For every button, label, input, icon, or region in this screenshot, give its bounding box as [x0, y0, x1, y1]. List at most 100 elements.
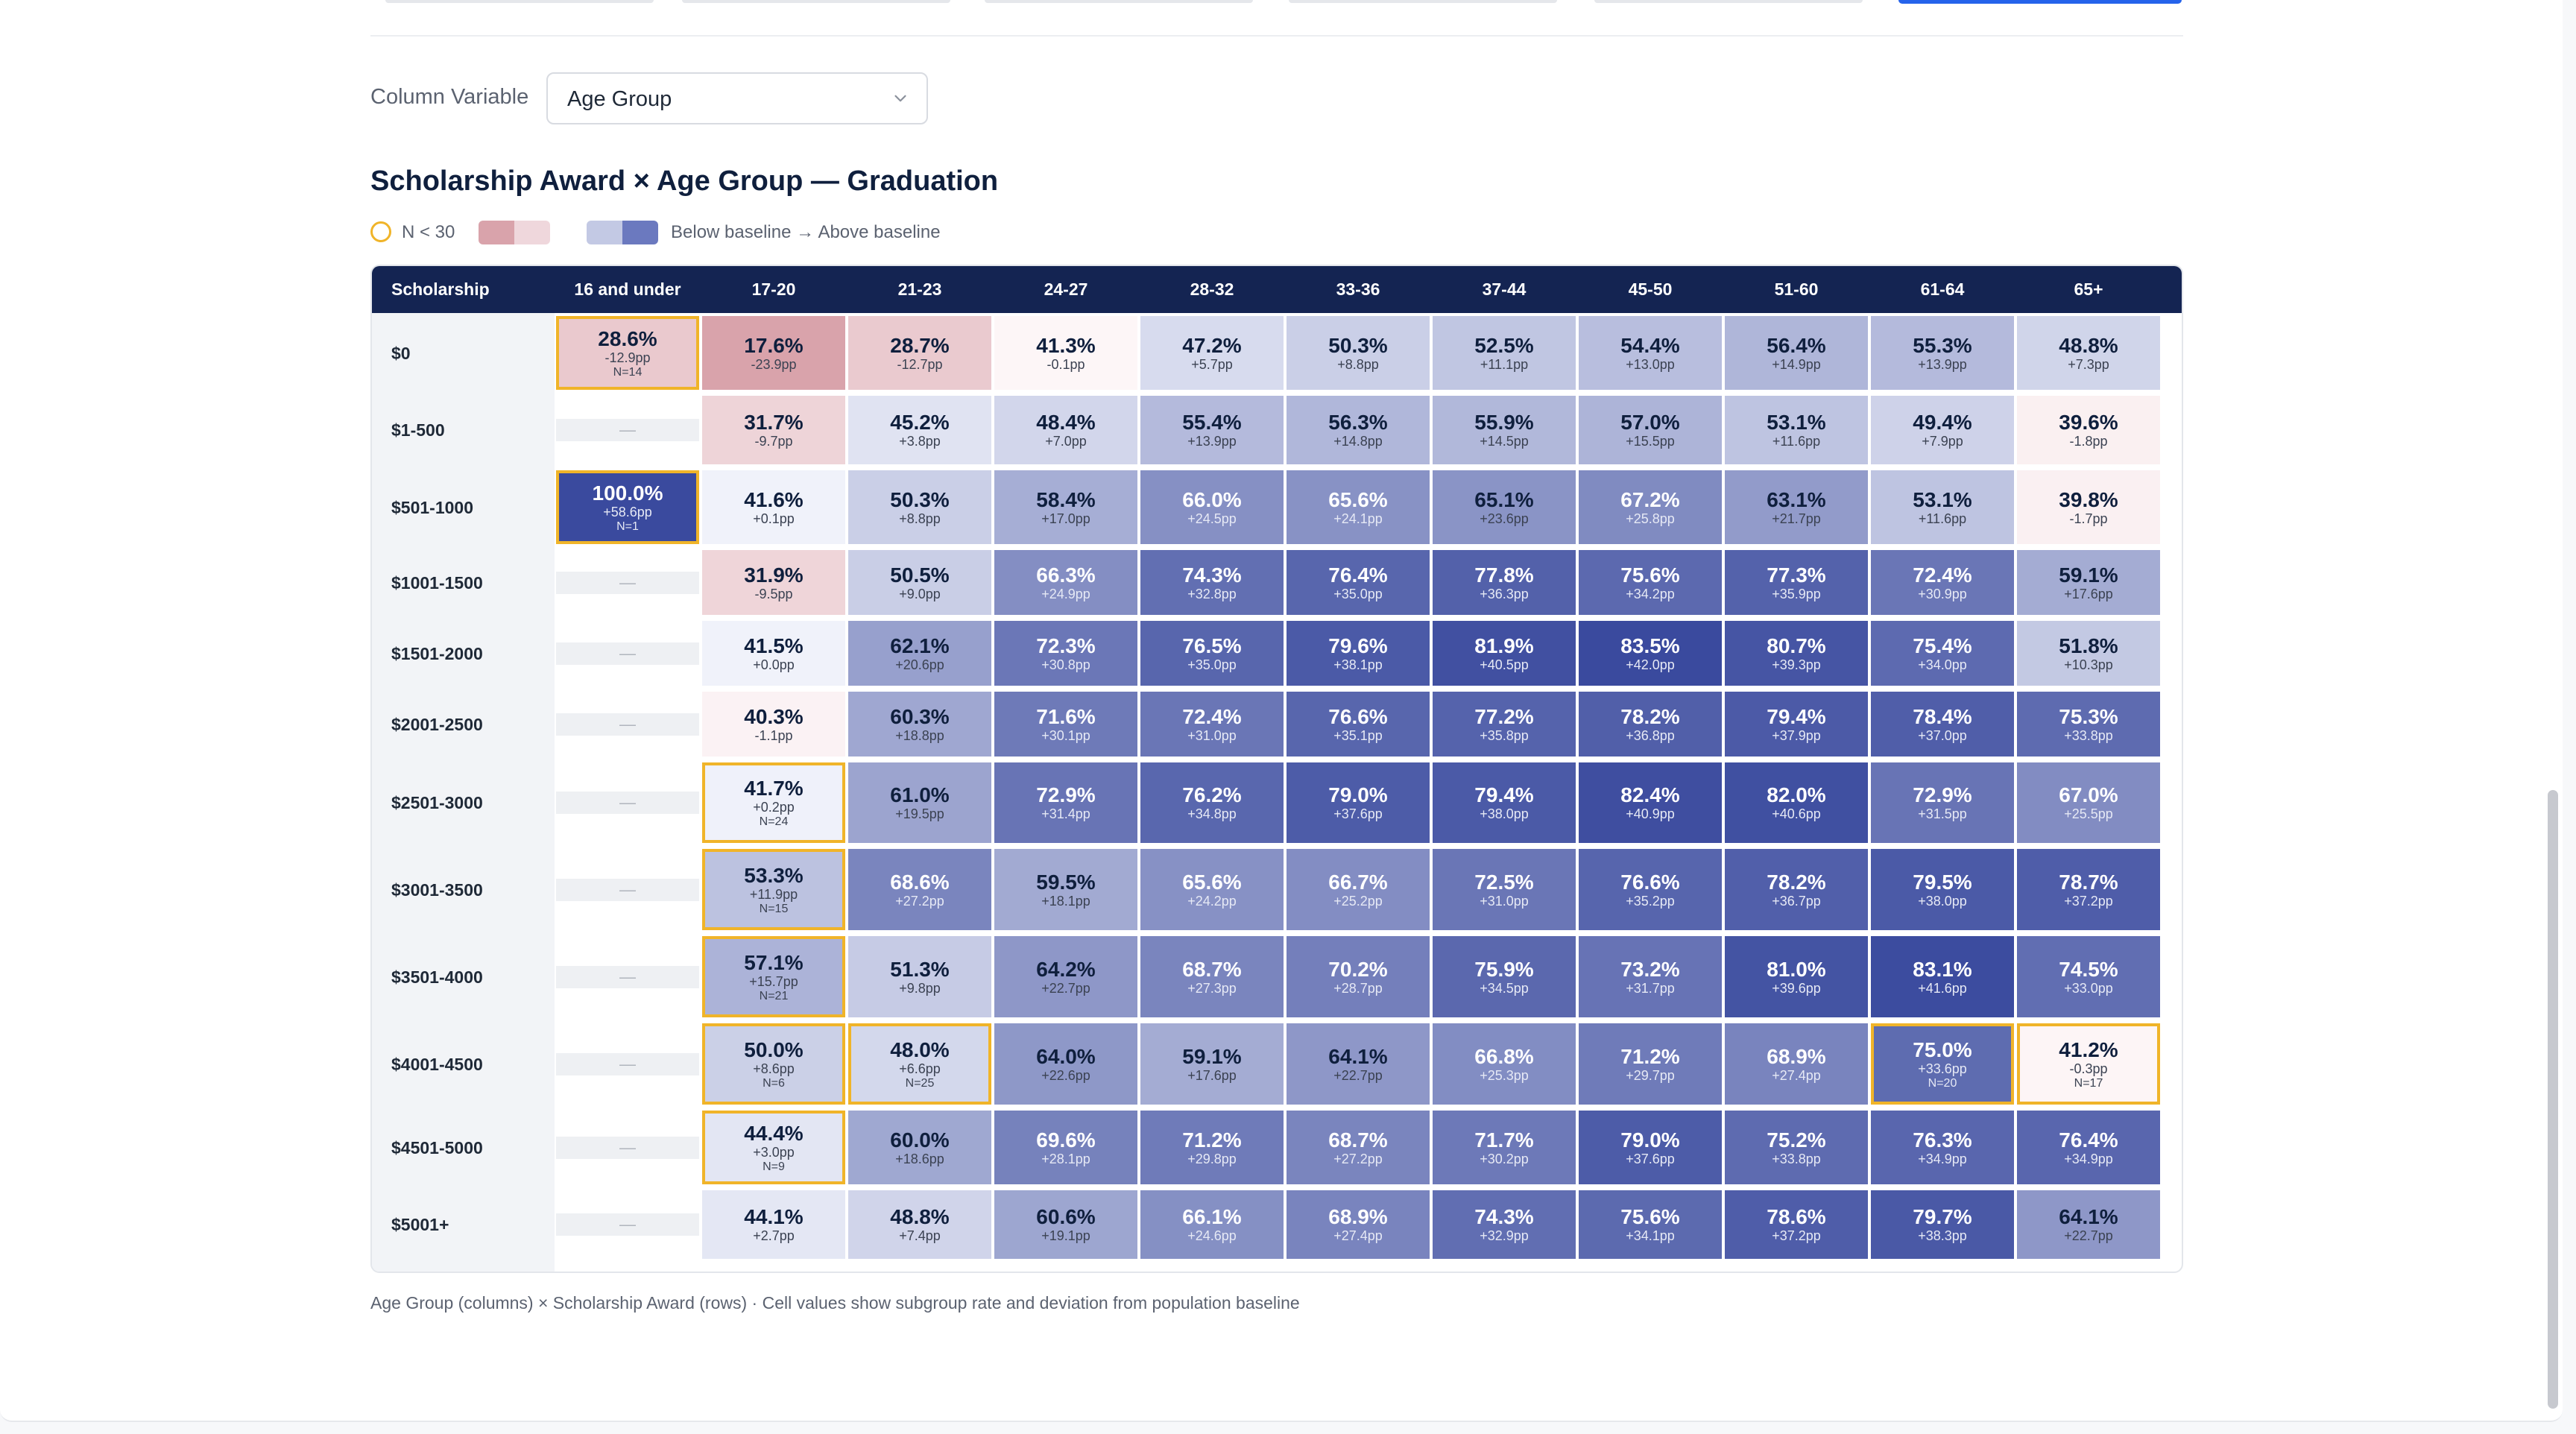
heatmap-cell[interactable]: 79.6% +38.1pp: [1287, 621, 1430, 686]
heatmap-cell[interactable]: 82.4% +40.9pp: [1579, 762, 1722, 843]
heatmap-cell[interactable]: 72.9% +31.5pp: [1871, 762, 2014, 843]
heatmap-cell[interactable]: 55.9% +14.5pp: [1433, 396, 1576, 464]
top-control-2[interactable]: [682, 0, 950, 3]
heatmap-cell[interactable]: 58.4% +17.0pp: [994, 470, 1137, 544]
heatmap-cell[interactable]: 28.6% -12.9pp N=14: [556, 316, 699, 390]
heatmap-cell[interactable]: 71.6% +30.1pp: [994, 692, 1137, 757]
heatmap-cell[interactable]: 60.3% +18.8pp: [848, 692, 991, 757]
heatmap-cell[interactable]: 48.8% +7.3pp: [2017, 316, 2160, 390]
heatmap-cell[interactable]: 61.0% +19.5pp: [848, 762, 991, 843]
heatmap-cell[interactable]: 100.0% +58.6pp N=1: [556, 470, 699, 544]
heatmap-cell[interactable]: 83.5% +42.0pp: [1579, 621, 1722, 686]
heatmap-cell[interactable]: 75.4% +34.0pp: [1871, 621, 2014, 686]
heatmap-cell[interactable]: 53.3% +11.9pp N=15: [702, 849, 845, 930]
top-control-5[interactable]: [1594, 0, 1863, 3]
heatmap-cell[interactable]: 66.0% +24.5pp: [1140, 470, 1284, 544]
heatmap-cell[interactable]: 72.9% +31.4pp: [994, 762, 1137, 843]
heatmap-cell[interactable]: 68.7% +27.2pp: [1287, 1111, 1430, 1184]
heatmap-cell[interactable]: 64.1% +22.7pp: [1287, 1023, 1430, 1105]
heatmap-cell[interactable]: 65.6% +24.1pp: [1287, 470, 1430, 544]
heatmap-cell[interactable]: 78.2% +36.8pp: [1579, 692, 1722, 757]
top-control-3[interactable]: [985, 0, 1253, 3]
heatmap-cell[interactable]: 68.6% +27.2pp: [848, 849, 991, 930]
heatmap-cell[interactable]: 28.7% -12.7pp: [848, 316, 991, 390]
heatmap-cell[interactable]: 77.3% +35.9pp: [1725, 550, 1868, 615]
heatmap-cell[interactable]: 78.4% +37.0pp: [1871, 692, 2014, 757]
heatmap-cell[interactable]: 79.7% +38.3pp: [1871, 1190, 2014, 1259]
heatmap-cell[interactable]: 31.9% -9.5pp: [702, 550, 845, 615]
heatmap-cell[interactable]: 69.6% +28.1pp: [994, 1111, 1137, 1184]
heatmap-cell[interactable]: 50.0% +8.6pp N=6: [702, 1023, 845, 1105]
heatmap-cell[interactable]: 47.2% +5.7pp: [1140, 316, 1284, 390]
heatmap-cell[interactable]: 76.4% +34.9pp: [2017, 1111, 2160, 1184]
heatmap-cell[interactable]: 79.4% +37.9pp: [1725, 692, 1868, 757]
heatmap-cell[interactable]: 45.2% +3.8pp: [848, 396, 991, 464]
heatmap-cell[interactable]: 49.4% +7.9pp: [1871, 396, 2014, 464]
heatmap-cell[interactable]: 75.0% +33.6pp N=20: [1871, 1023, 2014, 1105]
heatmap-cell[interactable]: 68.9% +27.4pp: [1287, 1190, 1430, 1259]
heatmap-cell[interactable]: 50.5% +9.0pp: [848, 550, 991, 615]
heatmap-cell[interactable]: 48.4% +7.0pp: [994, 396, 1137, 464]
heatmap-cell[interactable]: 66.7% +25.2pp: [1287, 849, 1430, 930]
heatmap-cell[interactable]: 81.9% +40.5pp: [1433, 621, 1576, 686]
heatmap-cell[interactable]: 48.0% +6.6pp N=25: [848, 1023, 991, 1105]
heatmap-cell[interactable]: 39.6% -1.8pp: [2017, 396, 2160, 464]
heatmap-cell[interactable]: 83.1% +41.6pp: [1871, 936, 2014, 1017]
heatmap-cell[interactable]: 76.2% +34.8pp: [1140, 762, 1284, 843]
heatmap-cell[interactable]: 72.3% +30.8pp: [994, 621, 1137, 686]
heatmap-cell[interactable]: 66.8% +25.3pp: [1433, 1023, 1576, 1105]
primary-action-button[interactable]: [1898, 0, 2182, 4]
heatmap-cell[interactable]: 77.8% +36.3pp: [1433, 550, 1576, 615]
heatmap-cell[interactable]: 75.6% +34.2pp: [1579, 550, 1722, 615]
heatmap-cell[interactable]: 39.8% -1.7pp: [2017, 470, 2160, 544]
heatmap-cell[interactable]: 56.3% +14.8pp: [1287, 396, 1430, 464]
heatmap-cell[interactable]: 44.4% +3.0pp N=9: [702, 1111, 845, 1184]
heatmap-cell[interactable]: 68.9% +27.4pp: [1725, 1023, 1868, 1105]
heatmap-cell[interactable]: 31.7% -9.7pp: [702, 396, 845, 464]
heatmap-cell[interactable]: 67.2% +25.8pp: [1579, 470, 1722, 544]
heatmap-cell[interactable]: 41.5% +0.0pp: [702, 621, 845, 686]
heatmap-cell[interactable]: 79.0% +37.6pp: [1579, 1111, 1722, 1184]
heatmap-cell[interactable]: 64.0% +22.6pp: [994, 1023, 1137, 1105]
heatmap-cell[interactable]: 41.7% +0.2pp N=24: [702, 762, 845, 843]
heatmap-cell[interactable]: 72.5% +31.0pp: [1433, 849, 1576, 930]
heatmap-cell[interactable]: 79.5% +38.0pp: [1871, 849, 2014, 930]
heatmap-cell[interactable]: 75.9% +34.5pp: [1433, 936, 1576, 1017]
heatmap-cell[interactable]: 75.6% +34.1pp: [1579, 1190, 1722, 1259]
heatmap-cell[interactable]: 78.6% +37.2pp: [1725, 1190, 1868, 1259]
heatmap-cell[interactable]: 65.6% +24.2pp: [1140, 849, 1284, 930]
heatmap-cell[interactable]: 63.1% +21.7pp: [1725, 470, 1868, 544]
heatmap-cell[interactable]: 44.1% +2.7pp: [702, 1190, 845, 1259]
heatmap-cell[interactable]: 80.7% +39.3pp: [1725, 621, 1868, 686]
heatmap-cell[interactable]: 64.1% +22.7pp: [2017, 1190, 2160, 1259]
heatmap-cell[interactable]: 75.2% +33.8pp: [1725, 1111, 1868, 1184]
heatmap-cell[interactable]: 51.3% +9.8pp: [848, 936, 991, 1017]
heatmap-cell[interactable]: 71.2% +29.7pp: [1579, 1023, 1722, 1105]
heatmap-cell[interactable]: 75.3% +33.8pp: [2017, 692, 2160, 757]
heatmap-cell[interactable]: 57.1% +15.7pp N=21: [702, 936, 845, 1017]
heatmap-cell[interactable]: 59.5% +18.1pp: [994, 849, 1137, 930]
heatmap-cell[interactable]: 62.1% +20.6pp: [848, 621, 991, 686]
heatmap-cell[interactable]: 76.6% +35.2pp: [1579, 849, 1722, 930]
heatmap-cell[interactable]: 57.0% +15.5pp: [1579, 396, 1722, 464]
heatmap-cell[interactable]: 59.1% +17.6pp: [1140, 1023, 1284, 1105]
heatmap-cell[interactable]: 68.7% +27.3pp: [1140, 936, 1284, 1017]
heatmap-cell[interactable]: 76.3% +34.9pp: [1871, 1111, 2014, 1184]
heatmap-cell[interactable]: 67.0% +25.5pp: [2017, 762, 2160, 843]
heatmap-cell[interactable]: 52.5% +11.1pp: [1433, 316, 1576, 390]
heatmap-cell[interactable]: 74.3% +32.9pp: [1433, 1190, 1576, 1259]
heatmap-cell[interactable]: 50.3% +8.8pp: [848, 470, 991, 544]
heatmap-cell[interactable]: 81.0% +39.6pp: [1725, 936, 1868, 1017]
heatmap-cell[interactable]: 71.7% +30.2pp: [1433, 1111, 1576, 1184]
heatmap-cell[interactable]: 41.6% +0.1pp: [702, 470, 845, 544]
vertical-scrollbar[interactable]: [2548, 790, 2558, 1409]
heatmap-cell[interactable]: 64.2% +22.7pp: [994, 936, 1137, 1017]
column-variable-select[interactable]: Age Group: [546, 72, 928, 124]
heatmap-cell[interactable]: 78.7% +37.2pp: [2017, 849, 2160, 930]
heatmap-cell[interactable]: 60.6% +19.1pp: [994, 1190, 1137, 1259]
heatmap-cell[interactable]: 48.8% +7.4pp: [848, 1190, 991, 1259]
heatmap-cell[interactable]: 66.3% +24.9pp: [994, 550, 1137, 615]
heatmap-cell[interactable]: 54.4% +13.0pp: [1579, 316, 1722, 390]
heatmap-cell[interactable]: 41.3% -0.1pp: [994, 316, 1137, 390]
heatmap-cell[interactable]: 40.3% -1.1pp: [702, 692, 845, 757]
